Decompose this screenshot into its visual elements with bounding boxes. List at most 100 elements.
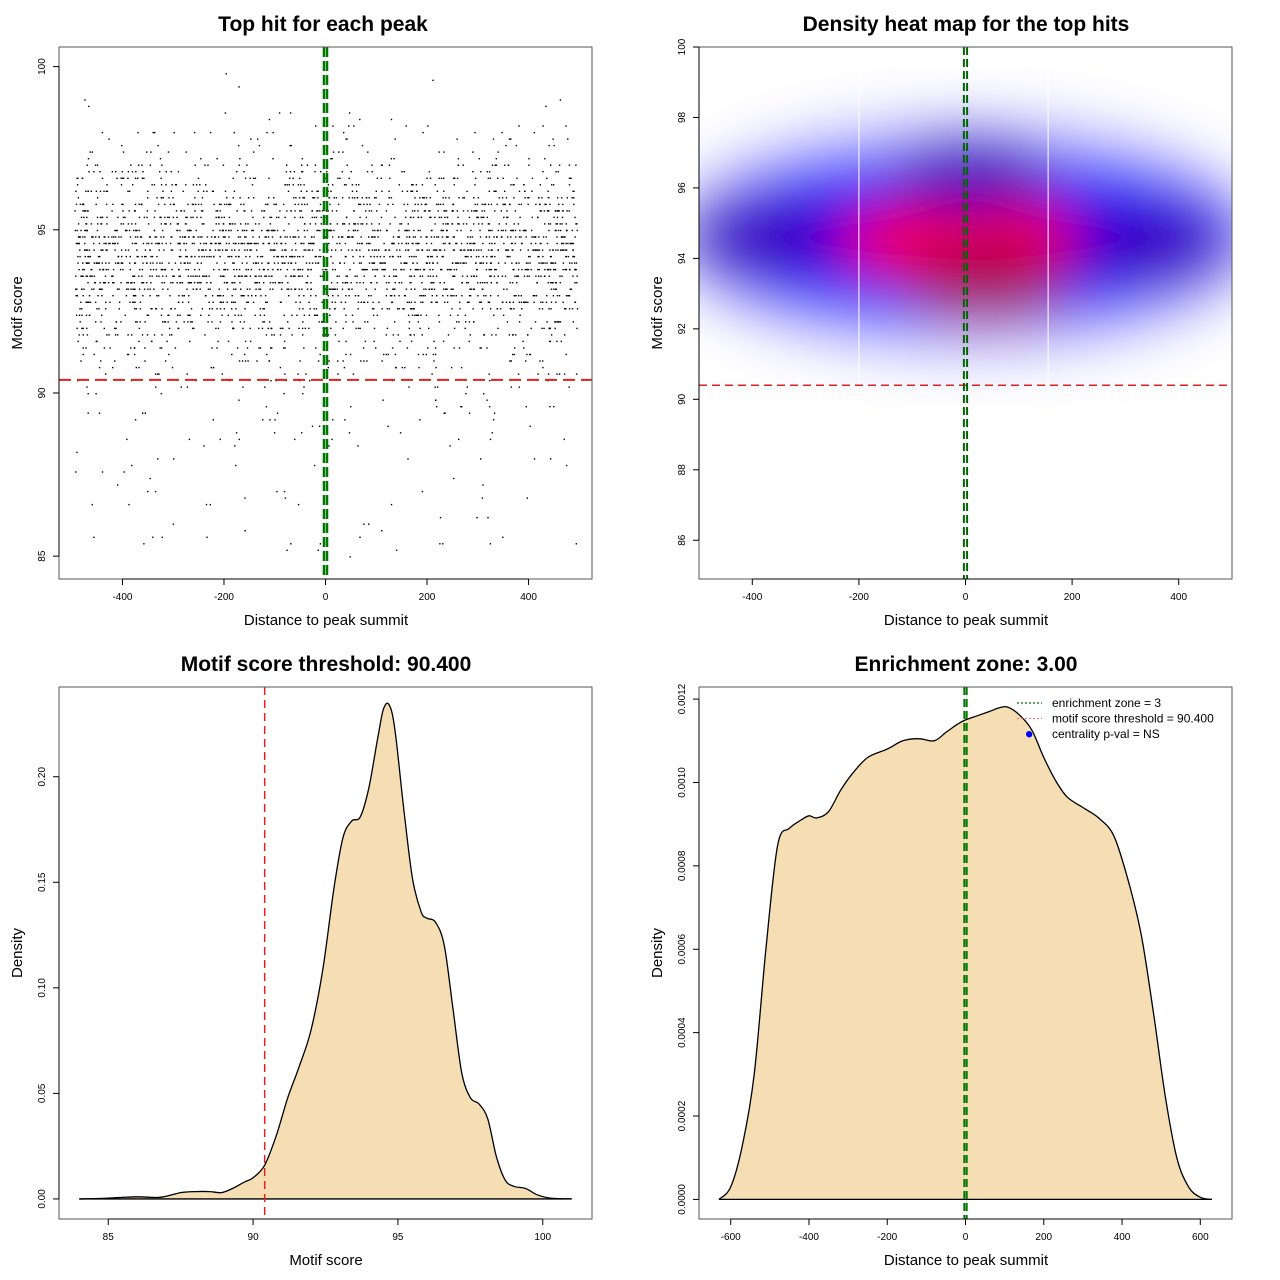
scatter-point bbox=[478, 249, 480, 251]
scatter-point bbox=[240, 288, 242, 290]
scatter-point bbox=[424, 203, 426, 206]
scatter-point bbox=[204, 164, 206, 166]
scatter-point bbox=[429, 197, 431, 199]
scatter-point bbox=[391, 255, 394, 258]
scatter-point bbox=[364, 321, 366, 323]
scatter-point bbox=[479, 229, 481, 232]
scatter-point bbox=[460, 262, 462, 264]
scatter-point bbox=[558, 321, 560, 323]
scatter-point bbox=[427, 275, 429, 277]
scatter-point bbox=[242, 327, 244, 330]
scatter-point bbox=[277, 262, 279, 264]
scatter-point bbox=[513, 308, 515, 310]
scatter-point bbox=[394, 353, 397, 356]
scatter-point bbox=[472, 171, 474, 173]
scatter-point bbox=[177, 327, 180, 330]
x-tick-label: 200 bbox=[1035, 1232, 1052, 1243]
scatter-point bbox=[519, 314, 521, 316]
y-tick-label: 100 bbox=[37, 58, 48, 75]
scatter-point bbox=[571, 308, 574, 310]
scatter-point bbox=[222, 275, 225, 277]
scatter-point bbox=[315, 308, 318, 310]
scatter-point bbox=[99, 282, 101, 284]
scatter-point bbox=[148, 242, 150, 245]
scatter-point bbox=[243, 295, 245, 297]
scatter-point bbox=[412, 236, 415, 238]
scatter-point bbox=[422, 353, 424, 356]
scatter-point bbox=[86, 334, 89, 336]
scatter-point bbox=[306, 229, 309, 232]
scatter-point bbox=[398, 184, 400, 186]
scatter-point bbox=[540, 262, 542, 264]
scatter-point bbox=[558, 373, 561, 375]
scatter-point bbox=[538, 197, 540, 199]
scatter-point bbox=[556, 242, 558, 245]
scatter-point bbox=[259, 288, 262, 290]
scatter-point bbox=[84, 255, 86, 258]
scatter-point bbox=[416, 268, 418, 271]
scatter-point bbox=[203, 190, 205, 192]
scatter-point bbox=[554, 282, 557, 284]
scatter-point bbox=[200, 203, 203, 206]
scatter-point bbox=[474, 131, 476, 134]
scatter-point bbox=[203, 255, 205, 258]
scatter-point bbox=[161, 282, 163, 284]
scatter-point bbox=[261, 262, 263, 264]
scatter-point bbox=[548, 340, 551, 343]
scatter-point bbox=[550, 301, 553, 303]
scatter-point bbox=[268, 177, 270, 179]
scatter-point bbox=[133, 301, 136, 303]
scatter-point bbox=[82, 334, 84, 336]
scatter-point bbox=[507, 236, 509, 238]
scatter-point bbox=[353, 223, 355, 225]
scatter-point bbox=[456, 177, 459, 179]
scatter-point bbox=[322, 268, 324, 271]
scatter-point bbox=[423, 268, 426, 271]
scatter-point bbox=[556, 295, 559, 297]
scatter-point bbox=[375, 197, 377, 199]
scatter-point bbox=[345, 184, 347, 186]
scatter-point bbox=[374, 229, 376, 232]
scatter-point bbox=[125, 255, 127, 258]
scatter-point bbox=[355, 249, 358, 251]
scatter-point bbox=[444, 242, 446, 245]
scatter-point bbox=[342, 282, 344, 284]
scatter-point bbox=[380, 177, 382, 179]
scatter-point bbox=[559, 275, 561, 277]
scatter-point bbox=[457, 164, 460, 166]
scatter-point bbox=[493, 275, 496, 277]
scatter-point bbox=[249, 249, 251, 251]
scatter-point bbox=[548, 327, 550, 330]
scatter-point bbox=[416, 190, 418, 192]
scatter-point bbox=[546, 268, 549, 271]
scatter-point bbox=[518, 236, 521, 238]
scatter-point bbox=[486, 216, 488, 219]
scatter-point bbox=[542, 236, 545, 238]
scatter-point bbox=[437, 210, 439, 212]
scatter-point bbox=[380, 262, 382, 264]
scatter-point bbox=[297, 503, 300, 506]
scatter-point bbox=[127, 171, 130, 173]
scatter-point bbox=[80, 360, 82, 362]
scatter-point bbox=[90, 190, 92, 192]
scatter-point bbox=[88, 105, 90, 108]
scatter-point bbox=[235, 255, 237, 258]
scatter-point bbox=[412, 242, 414, 245]
scatter-point bbox=[295, 197, 297, 199]
scatter-point bbox=[88, 262, 90, 264]
scatter-point bbox=[93, 171, 95, 173]
scatter-point bbox=[121, 255, 123, 258]
scatter-point bbox=[471, 236, 474, 238]
scatter-point bbox=[206, 236, 209, 238]
scatter-point bbox=[387, 425, 389, 427]
scatter-point bbox=[240, 223, 242, 225]
scatter-point bbox=[512, 268, 514, 271]
scatter-point bbox=[480, 216, 482, 219]
scatter-point bbox=[79, 203, 82, 206]
scatter-point bbox=[392, 288, 394, 290]
scatter-point bbox=[320, 171, 322, 173]
scatter-point bbox=[100, 288, 102, 290]
scatter-point bbox=[173, 458, 175, 460]
scatter-point bbox=[162, 268, 164, 271]
scatter-point bbox=[162, 275, 164, 277]
